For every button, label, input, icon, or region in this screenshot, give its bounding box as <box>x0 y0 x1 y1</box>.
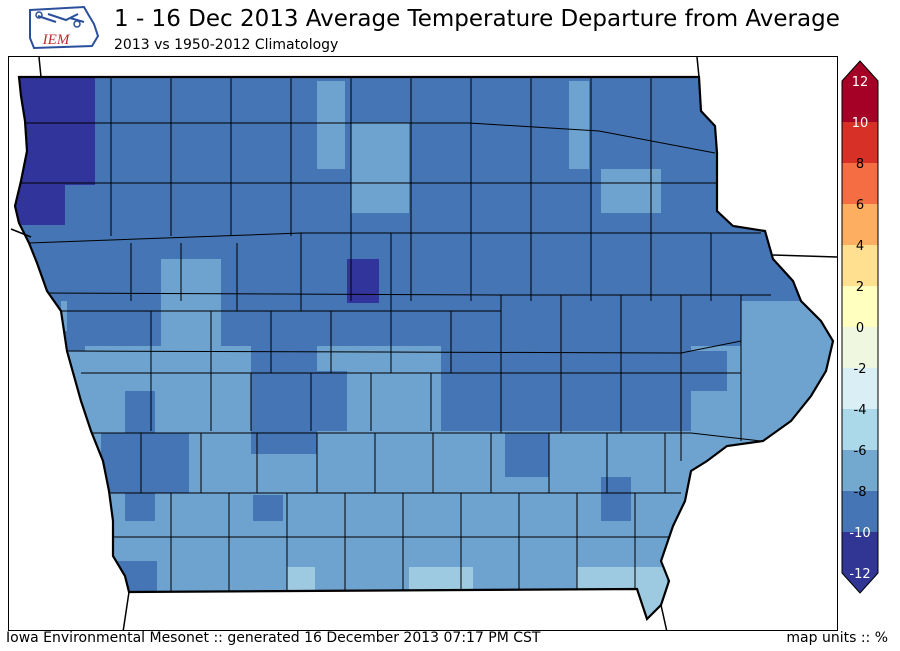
legend-tick-label: 4 <box>856 239 864 254</box>
map-panel <box>8 56 838 631</box>
legend-tick-label: 10 <box>852 116 869 131</box>
neighbor-state-borders <box>10 57 837 630</box>
iowa-county-map <box>10 57 837 630</box>
legend-tick-label: 2 <box>856 280 864 295</box>
mid-anomaly-pockets <box>41 301 727 591</box>
legend-bin <box>842 163 878 205</box>
legend-bin <box>842 327 878 369</box>
legend-tick-label: 6 <box>856 198 864 213</box>
footer-credit: Iowa Environmental Mesonet :: generated … <box>6 630 541 646</box>
iem-logo: IEM <box>29 5 100 50</box>
legend-tick-label: -8 <box>854 485 867 500</box>
page-title: 1 - 16 Dec 2013 Average Temperature Depa… <box>114 6 840 32</box>
legend-bin <box>842 245 878 287</box>
footer-units: map units :: % <box>786 630 888 646</box>
legend-bin <box>842 368 878 410</box>
legend-bin <box>842 532 878 593</box>
logo-text: IEM <box>42 32 71 48</box>
legend-bin <box>842 61 878 122</box>
legend-colorbar: 12 10 8 6 4 2 0 -2 -4 -6 -8 -10 -12 <box>841 60 879 594</box>
legend-bin <box>842 491 878 533</box>
legend-tick-label: -10 <box>849 526 870 541</box>
legend-tick-label: -6 <box>854 444 867 459</box>
iowa-state-outline <box>13 75 835 622</box>
legend-tick-label: 0 <box>856 321 864 336</box>
legend-bin <box>842 450 878 492</box>
legend-tick-label: -2 <box>854 362 867 377</box>
legend-bin <box>842 204 878 246</box>
legend-bin <box>842 409 878 451</box>
county-borders <box>19 77 771 593</box>
page-subtitle: 2013 vs 1950-2012 Climatology <box>114 37 339 53</box>
legend-tick-label: -4 <box>854 403 867 418</box>
legend-bin <box>842 122 878 164</box>
legend-bin <box>842 286 878 328</box>
legend-tick-label: 8 <box>856 157 864 172</box>
legend-tick-label: 12 <box>852 75 869 90</box>
legend-tick-label: -12 <box>849 567 870 582</box>
